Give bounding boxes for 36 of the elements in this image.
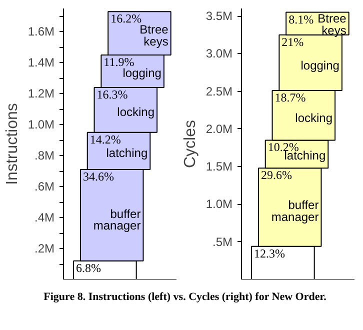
y-tick-label: .2M [34,242,55,256]
annotation: 21% [282,34,304,49]
y-tick-label: 3.0M [206,46,233,61]
y-tick-label: .8M [34,148,55,163]
y-tick-label: .6M [34,180,55,194]
y-tick-label: 1.5M [206,160,233,174]
y-tick-label: 3.5M [206,9,233,24]
series-label: buffer manager [93,206,141,233]
series-label: latching [106,146,148,160]
annotation: 16.2% [110,12,142,26]
annotation: 14.2% [90,132,121,146]
y-tick-label: 1.2M [28,86,55,101]
y-tick-label: 2.0M [206,122,233,136]
y-tick-label: 1.6M [28,24,55,39]
annotation: 29.6% [260,168,292,182]
y-tick-label: .4M [34,210,55,225]
series-label: locking [117,105,155,120]
annotation: 12.3% [254,246,286,260]
y-axis-title: Instructions [4,103,21,185]
y-tick-label: 1.0M [206,197,233,212]
series-label: buffer manager [271,198,319,224]
annotation: 6.8% [76,260,102,275]
series-label: Btree keys [140,22,169,48]
y-tick-label: 1.0M [28,118,55,132]
annotation: 16.3% [96,87,128,102]
series-label: locking [295,110,333,125]
annotation: 34.6% [82,170,114,184]
caption: Figure 8. Instructions (left) vs. Cycles (right) for New Order. [44,290,326,305]
y-tick-label: 1.4M [28,56,55,70]
y-tick-label: 2.5M [206,84,233,98]
y-tick-label: .5M [212,234,233,249]
y-axis-title: Cycles [182,120,199,168]
series-label: Btree keys [318,12,347,38]
annotation: 18.7% [274,90,306,105]
annotation: 8.1% [288,12,314,26]
series-label: logging [300,58,340,72]
